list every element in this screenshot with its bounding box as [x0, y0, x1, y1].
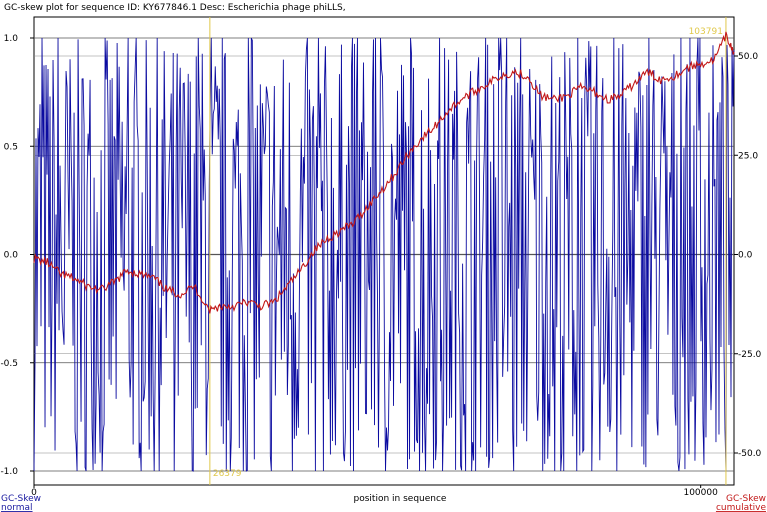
right-tick-label-2: 0.0: [738, 251, 753, 261]
left-axis-ticks: 1.0 0.5 0.0 -0.5 -1.0: [0, 34, 34, 477]
marker-lines: 26379 103791: [209, 17, 727, 485]
right-tick-label-4: -50.0: [738, 449, 762, 459]
gc-skew-normal-line: [33, 37, 735, 472]
right-axis-ticks: 50.0 25.0 0.0 -25.0 -50.0: [734, 52, 762, 459]
gc-skew-normal-series: [33, 37, 735, 472]
right-axis-label-line1: GC-Skew: [726, 494, 766, 504]
right-tick-label-0: 50.0: [738, 52, 758, 62]
x-axis-ticks: 0 100000: [31, 485, 718, 498]
left-tick-label-3: -0.5: [0, 359, 18, 369]
x-tick-label-0: 0: [31, 488, 37, 498]
right-tick-label-1: 25.0: [738, 151, 758, 161]
right-axis-label-line2: cumulative: [716, 503, 766, 512]
left-tick-label-1: 0.5: [4, 142, 18, 152]
gc-skew-cumulative-line: [33, 31, 735, 314]
right-tick-label-3: -25.0: [738, 350, 762, 360]
plot-frame: [33, 16, 735, 486]
left-axis-label-line2: normal: [1, 503, 33, 512]
x-axis-label: position in sequence: [354, 494, 447, 504]
gc-skew-cumulative-series: [33, 31, 735, 314]
x-tick-label-1: 100000: [683, 488, 718, 498]
left-axis-label-line1: GC-Skew: [1, 494, 41, 504]
marker-label-maximum: 103791: [689, 27, 723, 37]
marker-label-minimum: 26379: [213, 469, 242, 479]
left-tick-label-2: 0.0: [4, 251, 19, 261]
chart-title: GC-skew plot for sequence ID: KY677846.1…: [4, 3, 346, 13]
left-tick-label-0: 1.0: [4, 34, 19, 44]
left-tick-label-4: -1.0: [0, 467, 18, 477]
